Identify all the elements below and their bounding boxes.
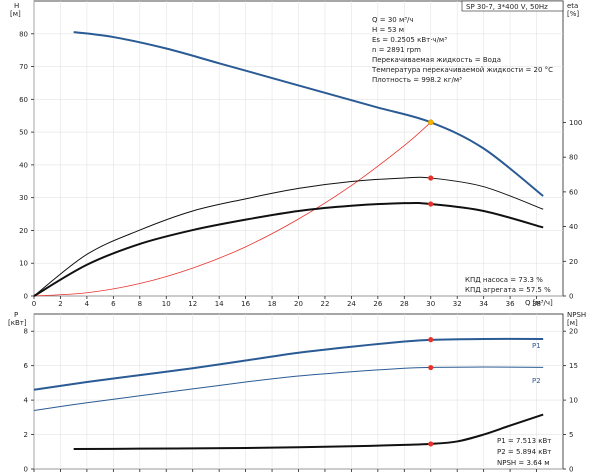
y-left-tick-label: 4 [24, 397, 29, 405]
y-left-tick-label: 70 [19, 63, 28, 71]
x-tick-label: 34 [479, 300, 488, 308]
eta-axis-label: eta [567, 2, 578, 10]
unit-efficiency-text: КПД агрегата = 57.5 % [465, 286, 551, 294]
x-tick-label: 4 [85, 300, 90, 308]
y-right-tick-label: 40 [569, 223, 578, 231]
x-tick-label: 16 [241, 300, 250, 308]
pump-model-label: SP 30-7, 3*400 V, 50Hz [466, 3, 548, 11]
x-tick-label: 32 [453, 300, 462, 308]
operating-point-marker [428, 441, 434, 447]
system-curve [33, 121, 432, 297]
y-right-tick-label: 5 [569, 431, 573, 439]
info-line: Температура перекачиваемой жидкости = 20… [371, 66, 553, 74]
y-left-tick-label: 40 [19, 161, 28, 169]
npsh-curve [73, 413, 544, 451]
y-left-tick-label: 8 [24, 328, 28, 336]
operating-point-marker [428, 175, 434, 181]
npsh-value-text: NPSH = 3.64 м [497, 459, 550, 467]
p1-curve-label: P1 [532, 342, 541, 350]
x-tick-label: 14 [215, 300, 224, 308]
info-line: Перекачиваемая жидкость = Вода [372, 56, 501, 64]
y-right-tick-label: 0 [569, 466, 573, 474]
x-tick-label: 28 [400, 300, 409, 308]
p2-curve-label: P2 [532, 377, 541, 385]
y-right-tick-label: 60 [569, 188, 578, 196]
p1-value-text: P1 = 7.513 кВт [497, 437, 551, 445]
p1-curve [33, 337, 544, 391]
y-right-tick-label: 0 [569, 293, 573, 301]
head-efficiency-panel: 0 2 4 6 8 10 12 14 16 18 20 22 24 26 28 30 32 34 36 3801020… [10, 0, 582, 308]
y-left-tick-label: 60 [19, 96, 28, 104]
p2-curve [33, 366, 544, 411]
pump-efficiency-text: КПД насоса = 73.3 % [465, 276, 543, 284]
power-axis-label: P [14, 311, 18, 319]
y-right-tick-label: 10 [569, 397, 578, 405]
x-tick-label: 0 [32, 300, 36, 308]
y-right-tick-label: 20 [569, 328, 578, 336]
x-tick-label: 8 [138, 300, 142, 308]
eta_unit-curve [33, 201, 544, 297]
y-right-tick-label: 80 [569, 154, 578, 162]
y-left-tick-label: 2 [24, 431, 28, 439]
x-tick-label: 18 [268, 300, 277, 308]
power-axis-unit: [кВт] [8, 319, 27, 327]
y-left-tick-label: 20 [19, 227, 28, 235]
y-left-tick-label: 30 [19, 194, 28, 202]
x-tick-label: 10 [162, 300, 171, 308]
operating-point-marker [428, 364, 434, 371]
x-tick-label: 6 [111, 300, 116, 308]
operating-point-marker [428, 201, 434, 207]
info-line: H = 53 м [372, 26, 404, 34]
p2-value-text: P2 = 5.894 кВт [497, 448, 551, 456]
y-left-tick-label: 50 [19, 129, 28, 137]
info-line: n = 2891 rpm [372, 46, 421, 54]
y-left-tick-label: 6 [24, 362, 29, 370]
y-left-tick-label: 80 [19, 30, 28, 38]
model-label-box [461, 0, 564, 12]
y-left-tick-label: 0 [24, 466, 28, 474]
head-curve [73, 31, 544, 197]
eta_pump-curve [33, 176, 544, 297]
info-line: Es = 0.2505 кВт·ч/м³ [372, 36, 447, 44]
x-tick-label: 2 [58, 300, 62, 308]
x-tick-label: 36 [506, 300, 515, 308]
operating-point-marker [428, 337, 434, 343]
x-tick-label: 26 [373, 300, 382, 308]
y-left-tick-label: 10 [19, 260, 28, 268]
npsh-axis-label: NPSH [567, 311, 586, 319]
x-tick-label: 20 [294, 300, 303, 308]
operating-point-info: Q = 30 м³/ч H = 53 м Es = 0.2505 кВт·ч/м… [371, 16, 553, 84]
flow-axis-label: Q [м³/ч] [525, 299, 553, 307]
y-right-tick-label: 15 [569, 362, 578, 370]
x-tick-label: 22 [320, 300, 329, 308]
y-right-tick-label: 100 [569, 119, 582, 127]
x-tick-label: 30 [426, 300, 435, 308]
power-npsh-panel: 0 2 4 6 8 0 5 10 15 20 P [кВт] NPSH [м] P1 P2 P1 … [8, 311, 586, 474]
y-right-tick-label: 20 [569, 258, 578, 266]
head-axis-unit: [м] [10, 10, 21, 18]
x-tick-label: 38 [532, 300, 541, 308]
y-left-tick-label: 0 [24, 293, 28, 301]
info-line: Плотность = 998.2 кг/м³ [372, 76, 462, 84]
head-axis-label: H [14, 2, 19, 10]
eta-axis-unit: [%] [567, 10, 579, 18]
info-line: Q = 30 м³/ч [372, 16, 414, 24]
x-tick-label: 24 [347, 300, 356, 308]
x-tick-label: 12 [188, 300, 197, 308]
operating-point-marker [427, 119, 434, 126]
npsh-axis-unit: [м] [567, 319, 578, 327]
